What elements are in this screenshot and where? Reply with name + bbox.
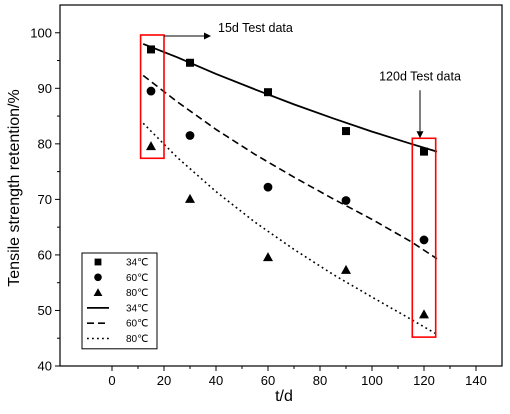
legend-label: 60℃ (126, 319, 148, 330)
legend-label: 34℃ (126, 303, 148, 314)
fit-lines (142, 43, 438, 335)
annotation-arrowhead (416, 131, 424, 139)
fit-line-dashed (142, 74, 438, 260)
y-tick-label: 90 (38, 81, 52, 96)
highlight-box (139, 34, 165, 160)
data-point-triangle (185, 193, 195, 203)
plot-frame (59, 4, 503, 367)
y-tick-label: 50 (38, 303, 52, 318)
y-tick-label: 40 (38, 359, 52, 374)
x-tick-label: 0 (108, 373, 115, 388)
data-point-circle (341, 196, 351, 205)
highlight-boxes (139, 34, 437, 338)
legend-marker-square (94, 258, 102, 266)
data-point-circle (419, 235, 429, 245)
annotation-arrowhead (204, 32, 211, 40)
y-tick-label: 70 (38, 192, 52, 207)
plot-border (59, 4, 503, 367)
x-tick-label: 40 (209, 373, 223, 388)
highlight-box (411, 137, 437, 338)
legend-label: 60℃ (126, 273, 148, 284)
y-axis-ticks: 40 50 60 70 80 90 100 (30, 25, 60, 374)
legend-marker-circle (94, 273, 102, 282)
data-point-triangle (419, 309, 429, 319)
legend-label: 80℃ (126, 334, 148, 345)
y-tick-label: 100 (30, 25, 52, 40)
x-tick-label: 120 (413, 373, 435, 388)
data-point-square (420, 147, 428, 156)
y-tick-label: 60 (38, 247, 52, 262)
x-tick-label: 140 (465, 373, 487, 388)
x-tick-label: 20 (157, 373, 171, 388)
y-axis-title: Tensile strength retention/% (6, 89, 23, 286)
data-point-triangle (263, 252, 273, 262)
data-point-square (147, 45, 155, 54)
legend-marker-triangle (93, 288, 103, 296)
data-point-circle (185, 131, 195, 140)
data-point-square (342, 127, 350, 136)
data-point-triangle (341, 264, 351, 274)
annotation-label: 15d Test data (218, 21, 293, 35)
x-tick-label: 100 (361, 373, 383, 388)
annotation-label: 120d Test data (379, 69, 461, 83)
data-point-square (264, 88, 272, 97)
data-point-circle (263, 182, 273, 192)
x-axis-ticks: 0 20 40 60 80 100 120 140 (108, 366, 487, 388)
y-tick-label: 80 (38, 136, 52, 151)
annotations: 15d Test data 120d Test data (164, 21, 461, 139)
legend: 34℃ 60℃ 80℃ 34℃ 60℃ 80℃ (81, 252, 158, 350)
fit-line-dotted (142, 122, 438, 335)
x-tick-label: 60 (261, 373, 275, 388)
legend-box (81, 252, 158, 350)
legend-label: 34℃ (126, 258, 148, 269)
data-markers (146, 45, 429, 319)
x-axis-title: t/d (275, 388, 293, 405)
data-point-square (186, 58, 194, 67)
legend-label: 80℃ (126, 288, 148, 299)
x-tick-label: 80 (313, 373, 327, 388)
data-point-triangle (146, 141, 156, 151)
data-point-circle (146, 86, 156, 96)
